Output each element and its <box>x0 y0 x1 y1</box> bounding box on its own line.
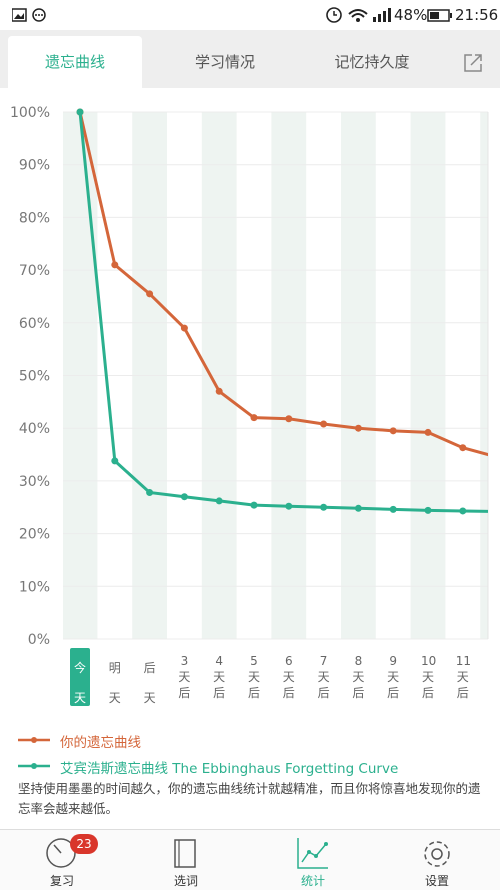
x-tick-label: 6天后 <box>282 654 295 700</box>
y-tick-label: 0% <box>28 632 50 648</box>
series-point <box>146 290 154 298</box>
active-tab-bg <box>8 36 142 88</box>
x-tick-label: 3天后 <box>178 654 191 700</box>
series-point <box>354 504 362 512</box>
y-tick-label: 30% <box>19 474 50 490</box>
note: 坚持使用墨墨的时间越久，你的遗忘曲线统计就越精准，而且你将惊喜地发现你的遗忘率会… <box>18 781 481 816</box>
legend-label: 艾宾浩斯遗忘曲线 The Ebbinghaus Forgetting Curve <box>60 761 399 777</box>
series-point <box>354 424 362 432</box>
y-tick-label: 50% <box>19 369 50 385</box>
series-point <box>424 428 432 436</box>
series-point <box>459 507 467 515</box>
badge: 23 <box>70 834 98 854</box>
y-tick-label: 10% <box>19 579 50 595</box>
y-tick-label: 60% <box>19 316 50 332</box>
tab[interactable]: 记忆持久度 <box>334 53 410 71</box>
y-tick-label: 20% <box>19 527 50 543</box>
legend-dot <box>31 737 37 743</box>
category-highlight <box>70 648 90 706</box>
chart: 0% 10% 20% 30% 40% 50% 60% 70% 80% 90% 100% <box>10 105 500 648</box>
y-tick-label: 40% <box>19 421 50 437</box>
tab[interactable]: 学习情况 <box>194 53 255 71</box>
series-point <box>146 488 154 496</box>
battery-text: 48% <box>394 6 428 24</box>
legend-label: 你的遗忘曲线 <box>60 735 141 751</box>
series-point <box>215 387 223 395</box>
series-point <box>76 108 84 116</box>
series-point <box>389 427 397 435</box>
clock: 21:56 <box>455 6 499 24</box>
x-tick-label: 今天 <box>73 661 86 705</box>
series-point <box>111 261 119 269</box>
nav-icon-stats[interactable] <box>296 836 330 870</box>
nav-label[interactable]: 复习 <box>49 874 74 888</box>
series-point <box>494 508 500 515</box>
nav-icon-settings[interactable] <box>421 838 453 870</box>
series-point <box>389 505 397 513</box>
x-tick-label: 8天后 <box>352 654 365 700</box>
status-bar: 48% 21:56 <box>0 0 500 30</box>
x-tick-label: 10天后 <box>421 654 437 700</box>
series-point <box>459 444 467 452</box>
series-point <box>180 324 188 332</box>
y-tick-label: 80% <box>19 210 50 226</box>
y-tick-label: 90% <box>19 158 50 174</box>
y-tick-label: 70% <box>19 263 50 279</box>
series-point <box>285 415 293 423</box>
series-point <box>111 457 119 465</box>
x-tick-label: 9天后 <box>387 654 400 700</box>
series-point <box>285 502 293 510</box>
series-point <box>180 493 188 501</box>
x-tick-label: 11天后 <box>455 654 472 700</box>
series-point <box>424 506 432 514</box>
tab[interactable]: 遗忘曲线 <box>44 53 105 71</box>
y-tick-label: 100% <box>10 105 50 121</box>
series-point <box>215 497 223 505</box>
series-point <box>494 454 500 461</box>
series-point <box>320 420 328 428</box>
series-point <box>250 501 258 509</box>
series-point <box>320 503 328 511</box>
series-point <box>250 414 258 422</box>
battery-icon <box>427 9 452 22</box>
status-icons-right <box>326 7 391 23</box>
status-icons <box>12 8 46 22</box>
share-icon[interactable] <box>463 53 483 73</box>
legend-dot <box>31 763 37 769</box>
x-tick-label: 7天后 <box>317 654 330 700</box>
nav-label[interactable]: 统计 <box>300 874 325 888</box>
legend-swatch <box>18 763 50 769</box>
nav-label[interactable]: 设置 <box>424 874 449 888</box>
x-tick-label: 后天 <box>143 661 156 705</box>
legend-swatch <box>18 737 50 743</box>
x-tick-label: 5天后 <box>247 654 260 700</box>
nav-label[interactable]: 选词 <box>173 874 198 888</box>
x-tick-label: 4天后 <box>213 654 226 700</box>
nav-icon-words[interactable] <box>172 838 200 870</box>
x-tick-label: 明天 <box>108 661 121 705</box>
